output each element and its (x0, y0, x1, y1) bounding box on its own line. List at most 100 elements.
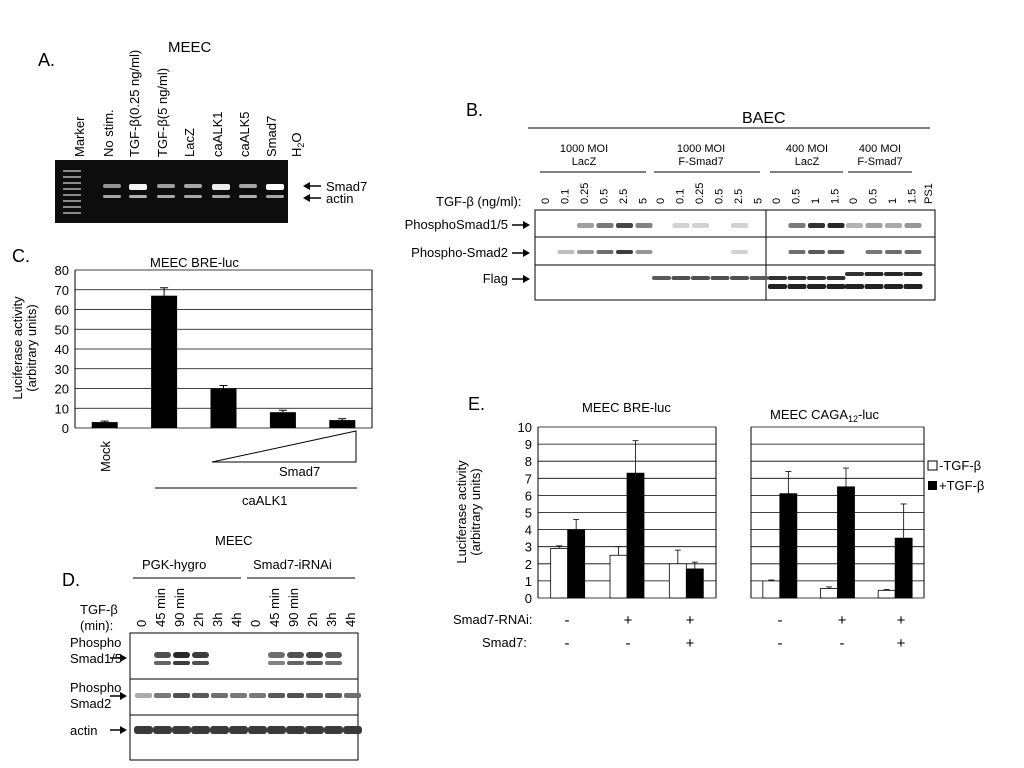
row-arrow-head (523, 275, 530, 283)
panel-e-ylabel-1: Luciferase activity (454, 460, 469, 564)
actin-band-arrow (303, 194, 321, 202)
bar (151, 295, 178, 428)
phospho-smad2-band (287, 693, 304, 698)
smad7-rnai-sign: + (897, 612, 906, 629)
flag-band-lower (884, 284, 903, 289)
actin-band-label: actin (326, 191, 353, 206)
panel-c-ylabel-1: Luciferase activity (10, 296, 25, 400)
bar (609, 554, 628, 599)
time-label: 45 min (153, 588, 168, 627)
y-tick-label: 9 (525, 437, 532, 452)
time-label: 0 (248, 620, 263, 627)
phospho-smad15-band (846, 223, 863, 228)
smad7-rnai-sign: - (778, 612, 783, 629)
panel-e-charts: 0 1 2 3 4 5 6 7 8 9 10 (518, 420, 925, 606)
phospho-smad15-band-lower (268, 661, 285, 665)
y-tick-label: 0 (62, 421, 69, 436)
smad7-band (103, 184, 121, 188)
marker-band (63, 188, 81, 190)
flag-band-lower (768, 284, 787, 289)
panel-c: C. MEEC BRE-luc Luciferase activity (arb… (10, 246, 373, 508)
phospho-smad2-band (211, 693, 228, 698)
panel-a: A. MEEC Marker No stim. TGF-β(0.25 ng/ml) T… (38, 39, 367, 223)
panel-b-title: BAEC (742, 110, 786, 127)
panel-a-letter: A. (38, 50, 55, 70)
phospho-smad2-band (596, 250, 614, 254)
phospho-smad15-band-lower (154, 661, 171, 665)
dose-label: 0.1 (675, 189, 687, 204)
phospho-smad2-band (135, 693, 152, 698)
lane-label: No stim. (101, 109, 116, 157)
dose-label: 0.25 (694, 183, 706, 204)
flag-band-lower (845, 284, 864, 289)
row-arrow-head (120, 726, 127, 734)
time-label: 0 (134, 620, 149, 627)
y-tick-label: 4 (525, 523, 532, 538)
phospho-smad15-band (904, 223, 922, 228)
bar (762, 580, 781, 599)
smad7-wedge-label: Smad7 (279, 464, 320, 479)
flag-band-lower (807, 284, 826, 289)
bar (894, 537, 913, 599)
y-tick-label: 40 (55, 342, 69, 357)
bar (779, 493, 798, 599)
actin-band (172, 726, 191, 734)
panel-d: D. MEEC PGK-hygro Smad7-iRNAi TGF-β (min… (62, 533, 362, 761)
smad7-sign: + (686, 635, 695, 652)
phospho-smad15-band (788, 223, 806, 228)
flag-band (826, 276, 846, 280)
smad7-sign: - (626, 635, 631, 652)
marker-band (63, 176, 81, 178)
flag-band (691, 276, 710, 280)
phospho-smad2-band (306, 693, 323, 698)
actin-band (343, 726, 362, 734)
blot-b-bands (557, 223, 923, 289)
phospho-smad2-band (268, 693, 285, 698)
time-label: 3h (324, 613, 339, 627)
dose-label: 5 (638, 198, 650, 204)
panel-d-times: 0 45 min 90 min 2h 3h 4h 0 45 min 90 min 2h 3h 4h (134, 588, 358, 627)
flag-band (787, 276, 807, 280)
y-tick-label: 0 (525, 591, 532, 606)
moi-group-line2: LacZ (795, 156, 820, 168)
y-tick-label: 50 (55, 322, 69, 337)
time-label: 90 min (172, 588, 187, 627)
dose-label: 5 (753, 198, 765, 204)
blot-row-label: Flag (483, 271, 508, 286)
row-arrow-head (523, 249, 530, 257)
y-tick-label: 30 (55, 362, 69, 377)
phospho-smad15-band (635, 223, 653, 228)
smad7-band-arrow (303, 182, 321, 190)
bar (685, 568, 704, 599)
time-label: 4h (229, 613, 244, 627)
panel-d-tgf-1: TGF-β (80, 602, 118, 617)
flag-band (730, 276, 749, 280)
western-blot-d (129, 632, 362, 761)
marker-band (63, 206, 81, 208)
y-tick-label: 60 (55, 303, 69, 318)
legend-plus-label: +TGF-β (939, 478, 984, 493)
smad7-band (266, 184, 284, 190)
smad7-sign: + (897, 635, 906, 652)
panel-b-row-labels: PhosphoSmad1/5 Phospho-Smad2 Flag (405, 217, 530, 286)
marker-band (63, 194, 81, 196)
dose-label: 2.5 (618, 189, 630, 204)
marker-band (63, 170, 81, 172)
y-tick-label: 8 (525, 454, 532, 469)
bar (877, 589, 896, 599)
flag-band (671, 276, 691, 280)
dose-label: 0.5 (599, 189, 611, 204)
panel-e-title-left: MEEC BRE-luc (582, 400, 671, 415)
smad7-band (184, 184, 202, 188)
dose-label: 1.5 (830, 189, 842, 204)
bar (550, 548, 569, 599)
phospho-smad2-band (616, 250, 633, 254)
panel-e-signs: - + + - + + - - + - - + (565, 612, 906, 652)
smad7-rnai-sign: - (565, 612, 570, 629)
panel-b-letter: B. (466, 100, 483, 120)
panel-b-doses: 0 0.1 0.25 0.5 2.5 5 0 0.1 0.25 0.5 2.5 5 0 0.5 1 1.5 0 0… (540, 183, 935, 204)
actin-band (248, 726, 267, 734)
actin-band (157, 195, 175, 198)
